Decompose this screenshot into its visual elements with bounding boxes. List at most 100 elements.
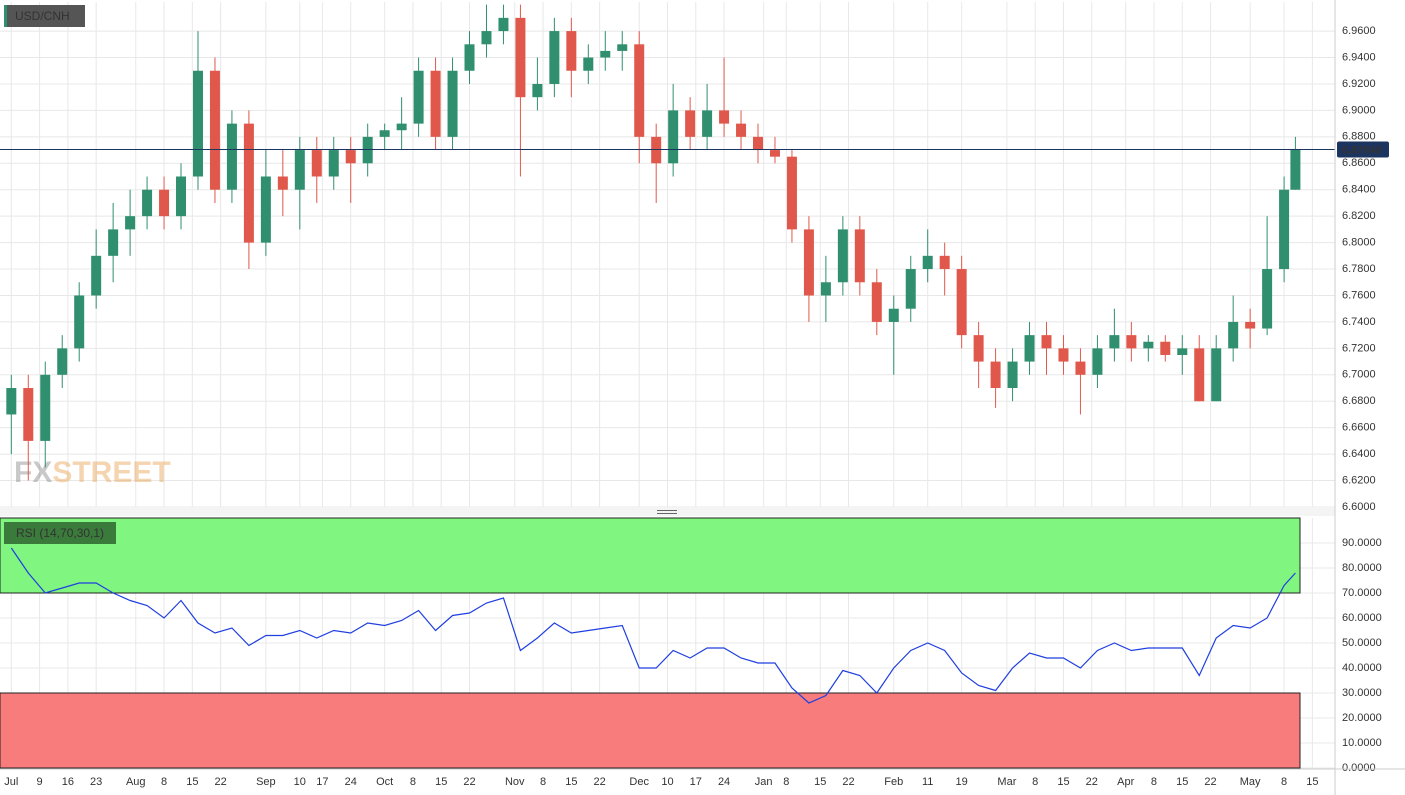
candle-body[interactable] xyxy=(1211,348,1222,402)
candle-body[interactable] xyxy=(311,150,322,177)
candle-body[interactable] xyxy=(702,110,713,137)
candle-body[interactable] xyxy=(481,31,492,45)
candle-body[interactable] xyxy=(532,83,543,98)
candle-body[interactable] xyxy=(973,335,984,362)
candle-body[interactable] xyxy=(651,136,662,164)
x-tick-label: 17 xyxy=(690,776,702,788)
y-tick-label: 6.8200 xyxy=(1342,210,1376,222)
candle-body[interactable] xyxy=(888,308,899,322)
candle-body[interactable] xyxy=(753,136,764,151)
candle-body[interactable] xyxy=(260,176,271,243)
candle-body[interactable] xyxy=(803,229,814,296)
candle-body[interactable] xyxy=(396,123,407,131)
candle-body[interactable] xyxy=(447,70,458,137)
candle-body[interactable] xyxy=(854,229,865,283)
y-tick-label: 70.0000 xyxy=(1342,587,1382,599)
candle-body[interactable] xyxy=(719,110,730,124)
candle-body[interactable] xyxy=(379,130,390,137)
candle-body[interactable] xyxy=(566,31,577,71)
candle-body[interactable] xyxy=(209,70,220,190)
candle-body[interactable] xyxy=(125,216,136,230)
candle-body[interactable] xyxy=(40,374,51,441)
candle-body[interactable] xyxy=(905,269,916,309)
x-tick-label: Apr xyxy=(1117,776,1134,788)
x-tick-label: 8 xyxy=(1281,776,1287,788)
candle-body[interactable] xyxy=(362,136,373,164)
candle-body[interactable] xyxy=(142,189,153,217)
panel-divider[interactable] xyxy=(0,508,1335,516)
x-tick-label: Aug xyxy=(126,776,146,788)
y-tick-label: 40.0000 xyxy=(1342,662,1382,674)
x-tick-label: 17 xyxy=(316,776,328,788)
candle-body[interactable] xyxy=(820,282,831,296)
y-tick-label: 6.8400 xyxy=(1342,184,1376,196)
y-tick-label: 6.6200 xyxy=(1342,474,1376,486)
candle-body[interactable] xyxy=(498,17,509,32)
candle-body[interactable] xyxy=(1262,269,1273,329)
candle-body[interactable] xyxy=(1177,348,1188,355)
candle-body[interactable] xyxy=(1228,321,1239,349)
candle-body[interactable] xyxy=(1041,335,1052,349)
candle-body[interactable] xyxy=(464,44,475,71)
candle-body[interactable] xyxy=(192,70,203,177)
candle-body[interactable] xyxy=(345,150,356,164)
candle-body[interactable] xyxy=(108,229,119,256)
x-tick-label: 22 xyxy=(1086,776,1098,788)
candle-body[interactable] xyxy=(617,44,628,51)
candle-body[interactable] xyxy=(1160,341,1171,355)
candle-body[interactable] xyxy=(1290,149,1301,190)
x-tick-label: 9 xyxy=(37,776,43,788)
candle-body[interactable] xyxy=(91,255,102,296)
candle-body[interactable] xyxy=(1194,348,1205,402)
candle-body[interactable] xyxy=(1143,341,1154,349)
candle-body[interactable] xyxy=(922,255,933,270)
candle-body[interactable] xyxy=(786,156,797,230)
candle-body[interactable] xyxy=(430,70,441,137)
candle-body[interactable] xyxy=(294,150,305,190)
candle-body[interactable] xyxy=(159,189,170,217)
candle-body[interactable] xyxy=(243,123,254,243)
x-tick-label: 15 xyxy=(1057,776,1069,788)
candle-body[interactable] xyxy=(583,57,594,71)
oversold-zone xyxy=(0,692,1301,769)
x-tick-label: 15 xyxy=(435,776,447,788)
candle-body[interactable] xyxy=(6,388,17,415)
candle-body[interactable] xyxy=(1024,335,1035,362)
candle-body[interactable] xyxy=(1007,361,1018,389)
candle-body[interactable] xyxy=(1075,361,1086,375)
candle-body[interactable] xyxy=(990,361,1001,389)
candle-body[interactable] xyxy=(549,31,560,84)
candle-body[interactable] xyxy=(23,388,34,441)
candle-body[interactable] xyxy=(515,17,526,98)
x-tick-label: 23 xyxy=(90,776,102,788)
candle-body[interactable] xyxy=(1126,335,1137,349)
candle-body[interactable] xyxy=(634,44,645,137)
candle-body[interactable] xyxy=(413,70,424,124)
candle-body[interactable] xyxy=(871,282,882,322)
candle-body[interactable] xyxy=(226,123,237,190)
candle-body[interactable] xyxy=(600,50,611,58)
candle-body[interactable] xyxy=(668,110,679,164)
candle-body[interactable] xyxy=(1245,321,1256,329)
candle-body[interactable] xyxy=(74,295,85,349)
candle-body[interactable] xyxy=(769,150,780,157)
candle-body[interactable] xyxy=(685,110,696,137)
candle-body[interactable] xyxy=(57,348,68,375)
candle-body[interactable] xyxy=(939,255,950,270)
x-tick-label: 22 xyxy=(214,776,226,788)
candle-body[interactable] xyxy=(328,150,339,177)
candle-body[interactable] xyxy=(1109,335,1120,349)
candle-body[interactable] xyxy=(176,176,187,217)
candle-body[interactable] xyxy=(956,269,967,336)
candle-body[interactable] xyxy=(837,229,848,283)
candle-body[interactable] xyxy=(1058,348,1069,362)
y-tick-label: 80.0000 xyxy=(1342,562,1382,574)
candle-body[interactable] xyxy=(1279,189,1290,270)
candle-body[interactable] xyxy=(277,176,288,190)
rsi-panel: 0.0000 10.0000 20.0000 30.0000 40.0000 50.000… xyxy=(0,517,1382,788)
candle-body[interactable] xyxy=(736,123,747,137)
y-tick-label: 30.0000 xyxy=(1342,687,1382,699)
candle-body[interactable] xyxy=(1092,348,1103,375)
x-tick-label: Oct xyxy=(376,776,393,788)
y-tick-label: 90.0000 xyxy=(1342,537,1382,549)
